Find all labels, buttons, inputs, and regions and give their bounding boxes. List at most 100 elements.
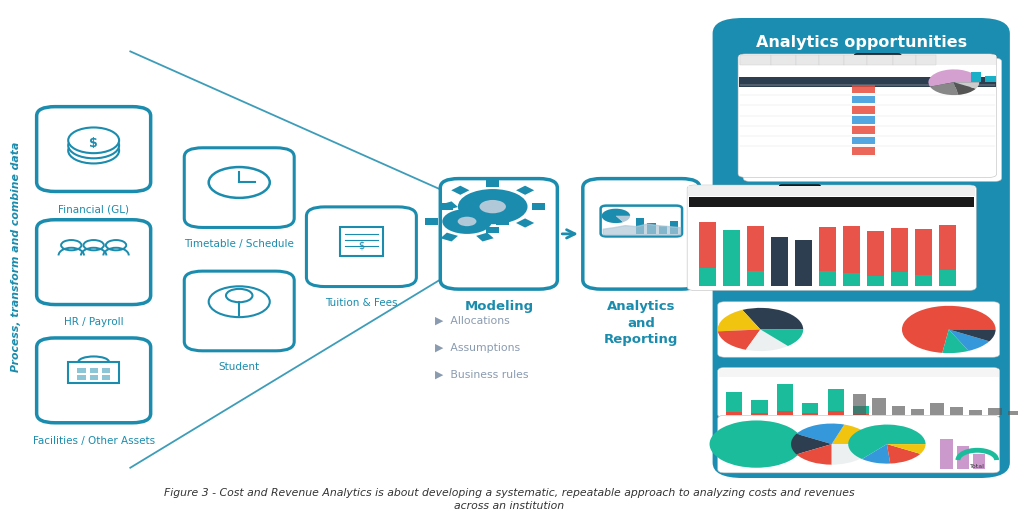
FancyBboxPatch shape [440,178,558,289]
FancyBboxPatch shape [718,415,1000,473]
Bar [930,403,944,415]
FancyBboxPatch shape [582,178,700,289]
Bar [988,408,1002,415]
Bar [516,218,534,228]
Wedge shape [943,329,968,353]
Bar [852,85,875,93]
Bar [487,180,499,187]
Wedge shape [954,82,979,89]
Bar [795,240,812,286]
Text: Tuition & Fees: Tuition & Fees [325,298,398,308]
Bar [802,403,818,413]
Bar [699,222,717,268]
Bar [852,116,875,124]
Bar [867,276,885,286]
Bar [476,201,494,210]
Bar [516,186,534,195]
Bar [659,226,667,234]
Bar [915,55,936,65]
Bar [740,55,771,65]
Bar [441,204,453,210]
Circle shape [68,138,119,163]
Bar [451,186,469,195]
Bar [872,398,886,415]
Wedge shape [760,329,803,346]
Wedge shape [887,444,925,454]
Bar [819,227,837,271]
Bar [777,411,793,415]
Bar [90,368,98,373]
Bar [973,454,985,469]
FancyBboxPatch shape [37,338,151,423]
FancyBboxPatch shape [718,368,1000,418]
Bar [647,223,656,234]
Wedge shape [832,444,872,465]
Wedge shape [791,434,832,454]
Bar [497,218,509,225]
Bar [843,273,860,286]
Bar [852,137,875,144]
Text: ▶  Allocations: ▶ Allocations [435,316,510,326]
Bar [957,446,969,469]
Bar [719,369,999,377]
Wedge shape [862,444,891,464]
Bar [845,55,867,65]
Wedge shape [902,306,996,353]
FancyBboxPatch shape [687,185,976,290]
FancyBboxPatch shape [743,58,1002,181]
Bar [636,218,644,234]
Text: ▶  Assumptions: ▶ Assumptions [435,343,520,353]
Bar [915,275,932,286]
FancyBboxPatch shape [184,148,294,227]
Text: Total: Total [970,464,984,469]
Bar [441,201,458,210]
Bar [476,233,494,242]
Bar [747,271,765,286]
Text: $: $ [358,241,364,251]
Bar [939,225,956,270]
Bar [819,271,837,286]
Circle shape [209,167,270,198]
Wedge shape [796,444,832,465]
FancyBboxPatch shape [37,107,151,192]
Wedge shape [949,329,996,341]
Bar [102,368,110,373]
Circle shape [442,209,492,234]
Bar [950,407,963,415]
Bar [802,413,818,415]
Bar [939,270,956,286]
FancyBboxPatch shape [738,54,997,177]
Bar [90,375,98,380]
Text: Financial (GL): Financial (GL) [58,205,129,214]
Bar [340,227,383,255]
Bar [772,237,788,286]
Bar [688,186,975,196]
FancyBboxPatch shape [601,206,682,236]
Text: Analytics
and
Reporting: Analytics and Reporting [604,300,679,346]
Bar [971,72,981,82]
Bar [425,218,438,225]
Bar [852,147,875,155]
Circle shape [61,240,81,250]
Wedge shape [949,329,989,351]
Bar [853,406,869,414]
Wedge shape [718,329,760,350]
Text: Modeling: Modeling [464,300,533,314]
Circle shape [106,240,126,250]
Bar [68,362,119,383]
Text: Timetable / Schedule: Timetable / Schedule [184,238,294,249]
Bar [689,197,974,207]
Bar [893,55,916,65]
Bar [699,268,717,286]
Text: Student: Student [219,362,260,372]
Bar [102,375,110,380]
Text: Facilities / Other Assets: Facilities / Other Assets [33,435,155,446]
Wedge shape [746,329,788,351]
Wedge shape [930,82,958,95]
Bar [739,77,996,87]
Text: across an institution: across an institution [454,501,564,511]
Bar [751,413,768,415]
Bar [818,55,845,65]
Bar [853,394,866,415]
Bar [828,411,844,415]
